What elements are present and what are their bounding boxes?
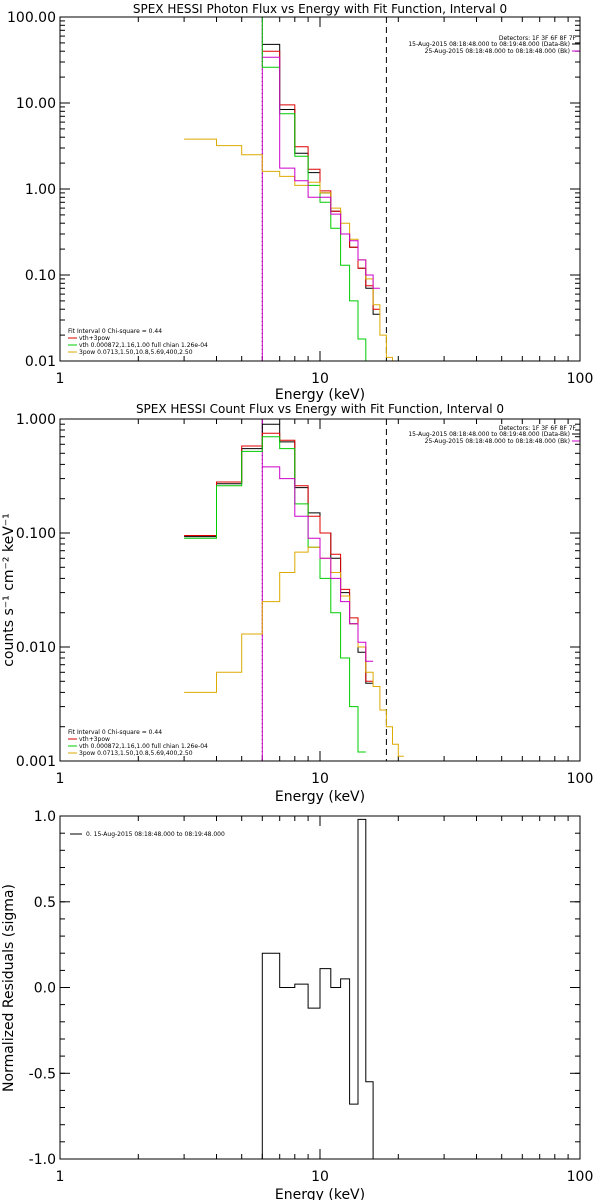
- x-tick-label: 100: [567, 1169, 594, 1185]
- plot-frame: [59, 418, 581, 762]
- count-flux-panel: SPEX HESSI Count Flux vs Energy with Fit…: [1, 402, 593, 805]
- x-axis-label: Energy (keV): [275, 387, 365, 403]
- y-tick-label: 1.00: [25, 182, 56, 198]
- series-line-4: [262, 56, 380, 289]
- background-interval-info: 25-Aug-2015 08:18:48.000 to 08:18:48.000…: [425, 438, 570, 445]
- x-tick-label: 1: [56, 371, 65, 387]
- x-tick-label: 100: [567, 371, 594, 387]
- detector-info: Detectors: 1F 3F 6F 8F 7F: [499, 425, 577, 432]
- legend-entry-3pow: 3pow 0.0713,1.50,10.8,5.69,400,2.50: [79, 750, 193, 757]
- fit-legend-header: Fit Interval 0 Chi-square = 0.44: [68, 328, 162, 335]
- fit-legend-header: Fit Interval 0 Chi-square = 0.44: [68, 729, 162, 736]
- chart-marks: 1 10 100 0.001 0.010 0.100 1.000: [16, 412, 593, 787]
- legend-entry-vth: vth 0.000872,1.16,1.00 full chian 1.26e-…: [79, 743, 208, 750]
- series-line-3: [184, 138, 399, 362]
- chart-title: SPEX HESSI Photon Flux vs Energy with Fi…: [133, 2, 507, 16]
- plot-frame: [59, 815, 581, 1160]
- series-line-2: [184, 16, 374, 362]
- x-tick-label: 100: [567, 771, 594, 787]
- data-interval-info: 15-Aug-2015 08:18:48.000 to 08:19:48.000…: [408, 41, 570, 48]
- legend-entry-3pow: 3pow 0.0713,1.50,10.8,5.69,400,2.50: [79, 349, 193, 356]
- x-tick-label: 10: [311, 771, 329, 787]
- y-tick-label: 1.000: [16, 412, 56, 428]
- x-axis-label: Energy (keV): [275, 1187, 365, 1200]
- y-tick-label: 0.100: [16, 526, 56, 542]
- legend-entry-fit-total: vth+3pow: [79, 736, 110, 743]
- chart-marks: 1 10 100 -1.0 -0.5 0.0 0.5 1.0: [29, 809, 594, 1185]
- y-tick-label: 0.010: [16, 640, 56, 656]
- y-axis-label: counts s⁻¹ cm⁻² keV⁻¹: [1, 513, 17, 667]
- data-interval-info: 15-Aug-2015 08:18:48.000 to 08:19:48.000…: [408, 431, 570, 438]
- y-tick-label: -0.5: [29, 1066, 56, 1082]
- photon-flux-panel: SPEX HESSI Photon Flux vs Energy with Fi…: [7, 2, 593, 403]
- x-axis-label: Energy (keV): [275, 789, 365, 805]
- y-tick-label: 1.0: [34, 809, 56, 825]
- detector-info: Detectors: 1F 3F 6F 8F 7F: [499, 35, 577, 42]
- y-tick-label: -1.0: [29, 1152, 56, 1168]
- legend-entry-vth: vth 0.000872,1.16,1.00 full chian 1.26e-…: [79, 342, 208, 349]
- series-line-1: [184, 432, 374, 682]
- chart-title: SPEX HESSI Count Flux vs Energy with Fit…: [136, 402, 504, 416]
- residuals-panel: 1 10 100 -1.0 -0.5 0.0 0.5 1.0 Energy (keV) Nor…: [1, 809, 593, 1200]
- series-line-0: [261, 818, 374, 1159]
- y-tick-label: 0.10: [25, 268, 56, 284]
- x-tick-label: 10: [311, 371, 329, 387]
- series-line-4: [262, 466, 374, 662]
- y-tick-label: 0.01: [25, 354, 56, 370]
- legend-entry-interval: 0. 15-Aug-2015 08:18:48.000 to 08:19:48.…: [86, 831, 225, 838]
- x-tick-label: 1: [56, 1169, 65, 1185]
- legend-entry-fit-total: vth+3pow: [79, 335, 110, 342]
- x-tick-label: 1: [56, 771, 65, 787]
- y-tick-label: 100.00: [7, 10, 56, 26]
- background-interval-info: 25-Aug-2015 08:18:48.000 to 08:18:48.000…: [425, 48, 570, 55]
- y-tick-label: 0.001: [16, 754, 56, 770]
- y-tick-label: 0.5: [34, 895, 56, 911]
- plot-frame: [59, 16, 581, 362]
- y-tick-label: 10.00: [16, 96, 56, 112]
- y-tick-label: 0.0: [34, 981, 56, 997]
- chart-marks: 1 10 100 0.01 0.10 1.00 10.00 100.00: [7, 10, 593, 387]
- y-axis-label: Normalized Residuals (sigma): [1, 884, 17, 1092]
- x-tick-label: 10: [311, 1169, 329, 1185]
